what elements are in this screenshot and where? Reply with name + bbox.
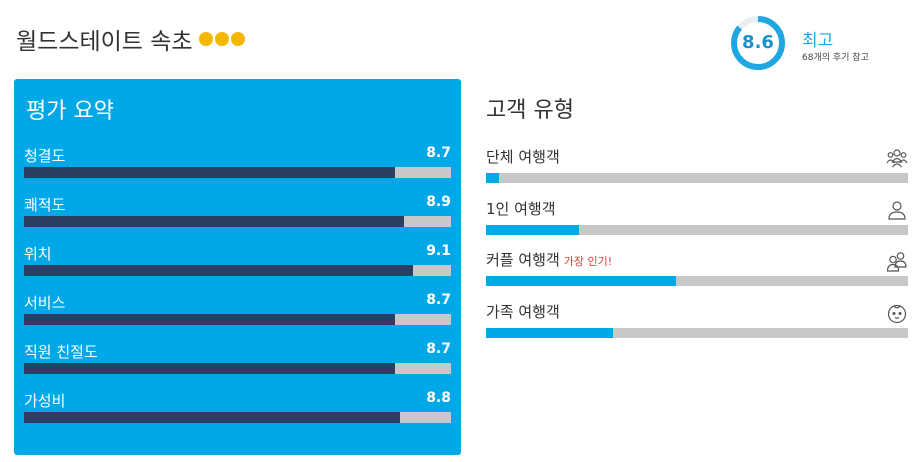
traveler-type-label: 가족 여행객 [486,303,560,321]
score-verdict: 최고 [802,31,834,51]
group-icon [886,147,908,169]
rating-value: 8.9 [426,194,451,210]
rating-label: 가성비 [24,392,66,410]
rating-value: 8.7 [426,292,451,308]
hotel-name: 월드스테이트 속초 [16,29,193,55]
rating-bar [24,363,451,374]
traveler-type-label: 1인 여행객 [486,200,556,218]
rating-label: 서비스 [24,294,66,312]
rating-summary-panel: 평가 요약 청결도 8.7 쾌적도 8.9 위치 9.1 서비스 8.7 직원 … [14,79,461,455]
rating-label: 청결도 [24,147,66,165]
rating-bar [24,167,451,178]
baby-icon [886,302,908,324]
person-icon [886,199,908,221]
star-icon [198,32,213,46]
score-ring-icon [731,16,785,70]
traveler-type-bar [486,328,908,338]
traveler-type-bar [486,173,908,183]
rating-bar-fill [24,314,396,325]
traveler-type-label: 커플 여행객 가장 인기! [486,251,613,269]
review-count: 68개의 후기 참고 [802,53,869,63]
rating-bar-fill [24,265,413,276]
rating-value: 9.1 [426,243,451,259]
traveler-type-bar-fill [486,173,499,183]
rating-bar-fill [24,363,396,374]
rating-bar [24,314,451,325]
traveler-type-bar-fill [486,225,579,235]
rating-bar [24,216,451,227]
popular-badge: 가장 인기! [563,255,613,268]
traveler-type-bar-fill [486,328,613,338]
overall-score-value: 8.6 [742,32,774,53]
rating-bar-fill [24,216,405,227]
rating-summary-title: 평가 요약 [26,99,114,124]
couple-icon [886,250,908,272]
rating-label: 직원 친절도 [24,343,98,361]
rating-bar-fill [24,167,396,178]
rating-value: 8.7 [426,341,451,357]
rating-label: 위치 [24,245,52,263]
rating-bar-fill [24,412,400,423]
hotel-title: 월드스테이트 속초 [16,22,245,56]
traveler-type-bar [486,225,908,235]
rating-label: 쾌적도 [24,196,66,214]
rating-bar [24,265,451,276]
traveler-type-bar [486,276,908,286]
traveler-types-title: 고객 유형 [486,98,574,123]
rating-value: 8.7 [426,145,451,161]
star-rating [197,32,245,46]
traveler-type-bar-fill [486,276,676,286]
traveler-type-label: 단체 여행객 [486,148,560,166]
rating-value: 8.8 [426,390,451,406]
star-icon [230,32,245,46]
overall-score-badge: 8.6 [730,15,786,71]
star-icon [214,32,229,46]
rating-bar [24,412,451,423]
